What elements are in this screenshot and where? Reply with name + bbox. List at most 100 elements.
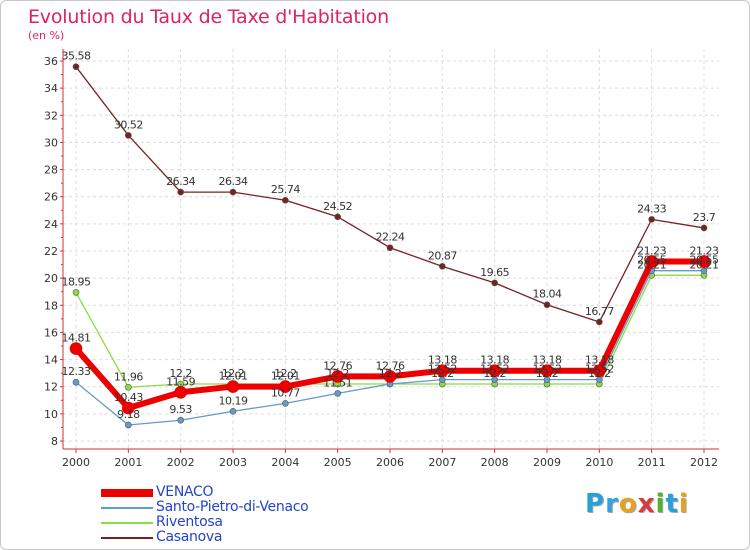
data-label-riventosa: 12.2 [588, 367, 611, 380]
data-label-riventosa: 12.2 [222, 367, 245, 380]
data-label-casanova: 26.34 [218, 175, 247, 188]
data-label-casanova: 22.24 [375, 231, 404, 244]
y-tick-label: 20 [44, 272, 58, 285]
data-point-casanova [648, 216, 655, 223]
data-label-santo-pietro-di-venaco: 12.52 [532, 363, 561, 376]
data-point-santo-pietro-di-venaco [72, 378, 80, 386]
data-point-venaco [383, 370, 397, 383]
data-label-venaco: 10.43 [114, 391, 143, 404]
data-point-casanova [125, 132, 132, 139]
legend-label: VENACO [156, 484, 214, 500]
data-label-casanova: 24.52 [323, 200, 352, 213]
data-label-santo-pietro-di-venaco: 12.33 [62, 365, 91, 378]
data-label-venaco: 12.76 [375, 359, 404, 372]
x-tick-label: 2000 [62, 456, 90, 469]
data-label-santo-pietro-di-venaco: 20.55 [689, 254, 718, 267]
data-label-riventosa: 12.2 [431, 367, 454, 380]
data-point-venaco [174, 385, 187, 399]
data-point-casanova [72, 63, 80, 70]
data-point-venaco [122, 401, 135, 415]
data-label-riventosa: 12.2 [274, 367, 297, 380]
x-tick-label: 2003 [219, 456, 247, 469]
data-label-santo-pietro-di-venaco: 9.18 [117, 408, 140, 421]
data-point-riventosa [72, 289, 80, 296]
y-tick-label: 16 [44, 326, 58, 339]
data-point-venaco [331, 370, 344, 383]
legend-label: Casanova [156, 529, 223, 545]
y-tick-label: 28 [44, 164, 58, 177]
y-tick-label: 24 [44, 218, 58, 231]
data-point-casanova [596, 318, 603, 326]
data-label-santo-pietro-di-venaco: 12.52 [428, 363, 457, 376]
legend-swatch [101, 522, 153, 524]
data-label-riventosa: 12.2 [483, 367, 506, 380]
data-point-venaco [645, 255, 658, 268]
data-label-riventosa: 18.95 [62, 275, 91, 288]
data-label-venaco: 12.01 [218, 370, 247, 383]
y-tick-label: 26 [44, 191, 58, 204]
data-point-casanova [282, 196, 289, 204]
data-point-venaco [69, 342, 83, 355]
data-point-venaco [593, 364, 606, 378]
data-label-casanova: 16.77 [585, 305, 614, 318]
x-tick-label: 2005 [324, 456, 352, 469]
y-tick-label: 36 [44, 55, 58, 68]
data-label-santo-pietro-di-venaco: 12.52 [585, 363, 614, 376]
legend-label: Santo-Pietro-di-Venaco [156, 499, 309, 515]
logo-letter: i [678, 489, 689, 519]
data-point-santo-pietro-di-venaco [177, 416, 184, 424]
y-tick-label: 10 [44, 408, 58, 421]
data-label-venaco: 21.23 [637, 244, 666, 257]
legend-swatch [101, 507, 153, 509]
data-label-casanova: 26.34 [166, 175, 195, 188]
x-tick-label: 2004 [271, 456, 299, 469]
x-tick-label: 2008 [481, 456, 509, 469]
data-label-santo-pietro-di-venaco: 12.52 [480, 363, 509, 376]
data-point-riventosa [125, 383, 132, 391]
data-label-casanova: 30.52 [114, 118, 143, 131]
logo-letter: i [655, 489, 666, 519]
data-point-venaco [697, 255, 711, 268]
data-label-venaco: 14.81 [62, 332, 91, 345]
data-point-venaco [226, 380, 240, 393]
data-label-riventosa: 12.2 [379, 367, 402, 380]
data-point-casanova [386, 244, 394, 252]
data-point-casanova [439, 263, 446, 270]
chart-title: Evolution du Taux de Taxe d'Habitation [28, 6, 389, 28]
data-point-casanova [491, 279, 498, 287]
x-tick-label: 2001 [114, 456, 142, 469]
data-label-riventosa: 12.2 [536, 367, 559, 380]
data-point-casanova [177, 188, 184, 196]
data-label-santo-pietro-di-venaco: 11.51 [323, 376, 352, 389]
y-tick-label: 34 [44, 82, 58, 95]
data-label-santo-pietro-di-venaco: 10.19 [218, 394, 247, 407]
legend-swatch [101, 537, 153, 539]
legend-swatch [101, 489, 153, 497]
data-point-santo-pietro-di-venaco [334, 390, 341, 397]
data-label-venaco: 13.18 [428, 354, 457, 367]
y-tick-label: 18 [44, 299, 58, 312]
data-label-venaco: 13.18 [532, 354, 561, 367]
logo-letter: r [605, 489, 619, 519]
data-label-riventosa: 11.96 [114, 370, 143, 383]
x-tick-label: 2007 [428, 456, 456, 469]
x-tick-label: 2002 [167, 456, 195, 469]
y-tick-label: 8 [51, 435, 58, 448]
data-label-santo-pietro-di-venaco: 10.77 [271, 386, 300, 399]
data-label-casanova: 18.04 [532, 288, 561, 301]
data-point-venaco [488, 364, 501, 378]
data-point-venaco [279, 380, 292, 393]
y-tick-label: 22 [44, 245, 58, 258]
legend-label: Riventosa [156, 514, 223, 530]
y-tick-label: 32 [44, 109, 58, 122]
data-point-casanova [700, 224, 708, 232]
data-point-venaco [540, 364, 554, 378]
data-point-santo-pietro-di-venaco [282, 400, 289, 407]
x-tick-label: 2011 [638, 456, 666, 469]
data-point-casanova [334, 213, 341, 221]
data-label-venaco: 11.59 [166, 375, 195, 388]
proxiti-logo: Proxiti [585, 489, 689, 519]
chart-unit-label: (en %) [28, 29, 65, 42]
